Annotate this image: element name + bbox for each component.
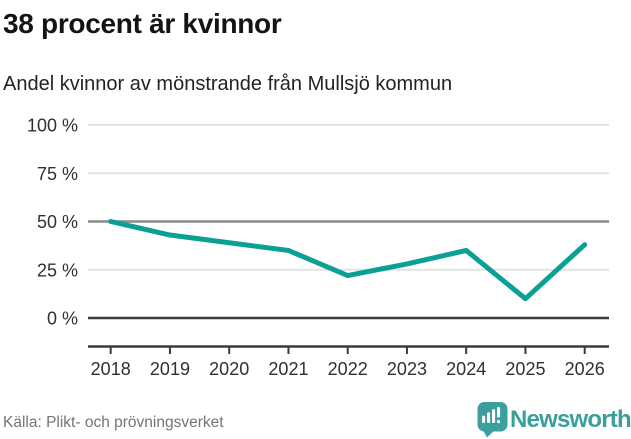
x-tick-label: 2022 — [328, 359, 368, 379]
page-title: 38 procent är kvinnor — [3, 8, 282, 39]
x-tick-label: 2025 — [505, 359, 545, 379]
x-tick-label: 2021 — [268, 359, 308, 379]
x-tick-label: 2026 — [565, 359, 605, 379]
y-tick-label: 25 % — [37, 260, 78, 280]
y-tick-label: 75 % — [37, 164, 78, 184]
brand-name: Newsworthy — [510, 406, 631, 433]
data-line — [108, 219, 588, 302]
chart-subtitle: Andel kvinnor av mönstrande från Mullsjö… — [3, 73, 453, 95]
x-tick-label: 2020 — [209, 359, 249, 379]
x-tick-label: 2018 — [91, 359, 131, 379]
x-tick-label: 2024 — [446, 359, 486, 379]
source-text: Källa: Plikt- och prövningsverket — [3, 414, 224, 431]
y-tick-label: 50 % — [37, 212, 78, 232]
newsworthy-bubble-bar-chart-icon — [477, 402, 508, 438]
y-tick-label: 0 % — [47, 309, 78, 329]
y-tick-label: 100 % — [27, 116, 78, 136]
x-tick-label: 2019 — [150, 359, 190, 379]
newsworthy-logo: Newsworthy — [477, 400, 631, 438]
x-tick-label: 2023 — [387, 359, 427, 379]
